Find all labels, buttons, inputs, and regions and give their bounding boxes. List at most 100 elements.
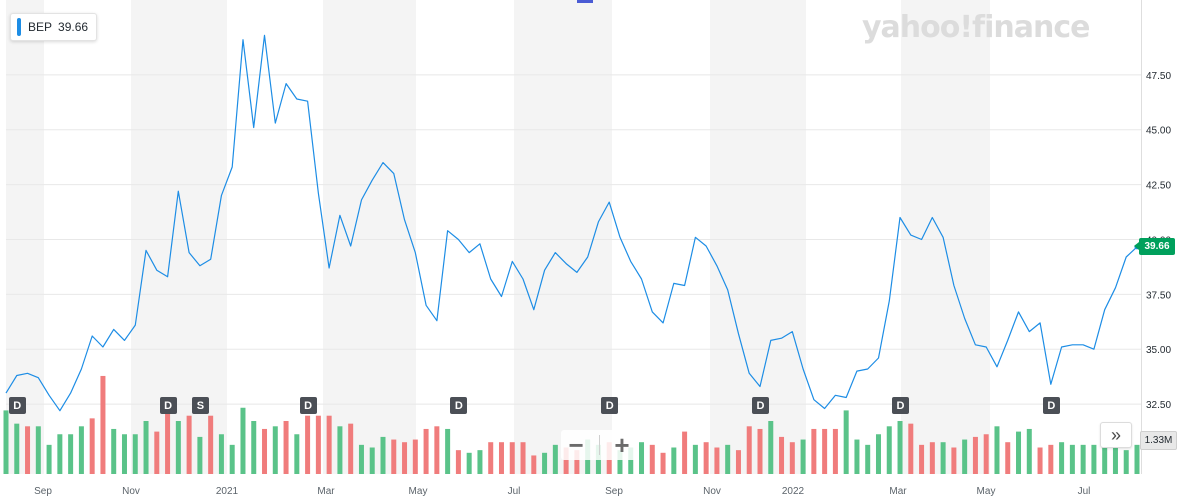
volume-bar <box>305 415 311 474</box>
x-tick-label: Nov <box>122 486 140 497</box>
volume-bar <box>100 375 106 474</box>
x-tick-label: Nov <box>703 486 721 497</box>
volume-bar <box>875 434 881 474</box>
volume-bar <box>46 444 52 474</box>
volume-bar <box>380 436 386 474</box>
volume-bar <box>121 434 127 474</box>
volume-bar <box>240 407 246 474</box>
x-tick-label: Jul <box>508 486 521 497</box>
volume-bar <box>348 423 354 474</box>
volume-bar <box>455 450 461 474</box>
dividend-marker[interactable]: D <box>752 397 769 414</box>
volume-bar <box>800 439 806 474</box>
volume-bar <box>1005 442 1011 474</box>
month-bands <box>6 0 1142 474</box>
volume-bar <box>283 421 289 474</box>
dividend-marker[interactable]: D <box>159 397 177 414</box>
volume-bar <box>714 447 720 474</box>
volume-bar <box>154 431 160 474</box>
volume-bar <box>779 436 785 474</box>
volume-bar <box>660 452 666 474</box>
x-tick-label: May <box>409 486 428 497</box>
volume-bar <box>25 426 31 474</box>
volume-bar <box>746 426 752 474</box>
volume-bar <box>639 442 645 474</box>
volume-bar <box>423 428 429 474</box>
volume-bar <box>1080 444 1086 474</box>
volume-bar <box>358 444 364 474</box>
volume-bars <box>3 375 1140 474</box>
volume-bar <box>552 444 558 474</box>
dividend-marker[interactable]: D <box>8 397 26 414</box>
volume-bar <box>563 447 569 474</box>
zoom-control: − + <box>561 430 637 460</box>
volume-bar <box>111 428 117 474</box>
volume-bar <box>78 426 84 474</box>
dividend-marker[interactable]: D <box>450 397 468 414</box>
volume-bar <box>628 447 634 474</box>
dividend-marker[interactable]: D <box>601 397 619 414</box>
x-tick-label: Sep <box>34 486 52 497</box>
legend[interactable]: BEP 39.66 <box>10 13 98 41</box>
volume-bar <box>1102 447 1108 474</box>
volume-bar <box>1037 447 1043 474</box>
volume-bar <box>919 444 925 474</box>
volume-bar <box>466 452 472 474</box>
volume-bar <box>326 415 332 474</box>
volume-bar <box>89 418 95 474</box>
price-line <box>5 34 1138 412</box>
volume-bar <box>251 421 257 474</box>
volume-bar <box>1112 447 1118 474</box>
last-price-badge: 39.66 <box>1134 237 1175 255</box>
x-tick-label: Jul <box>1078 486 1091 497</box>
volume-bar <box>68 434 74 474</box>
dividend-marker[interactable]: D <box>1042 397 1060 414</box>
volume-bar <box>725 444 731 474</box>
split-marker[interactable]: S <box>191 397 209 414</box>
dividend-marker[interactable]: D <box>892 397 910 414</box>
volume-bar <box>1091 444 1097 474</box>
volume-bar <box>1059 442 1065 474</box>
y-tick-label: 35.00 <box>1146 345 1171 356</box>
volume-bar <box>832 428 838 474</box>
month-band <box>131 0 227 474</box>
volume-bar <box>35 426 41 474</box>
volume-bar <box>822 428 828 474</box>
volume-bar <box>143 421 149 474</box>
month-band <box>514 0 612 474</box>
volume-bar <box>132 434 138 474</box>
volume-bar <box>1026 428 1032 474</box>
volume-bar <box>983 434 989 474</box>
zoom-separator <box>598 435 600 455</box>
zoom-out-button[interactable]: − <box>568 430 584 460</box>
volume-bar <box>854 439 860 474</box>
volume-bar <box>789 442 795 474</box>
month-band <box>6 0 44 474</box>
volume-bar <box>542 452 548 474</box>
volume-bar <box>682 431 688 474</box>
zoom-in-button[interactable]: + <box>614 430 630 460</box>
volume-bar <box>272 426 278 474</box>
volume-bar <box>811 428 817 474</box>
volume-bar <box>897 421 903 474</box>
volume-bar <box>14 423 20 474</box>
volume-bar <box>165 410 171 474</box>
volume-bar <box>929 442 935 474</box>
legend-swatch <box>17 18 21 36</box>
yahoo-finance-logo: yahoo!finance <box>862 10 1090 45</box>
x-tick-label: Mar <box>889 486 907 497</box>
volume-bar <box>434 426 440 474</box>
volume-bar <box>574 450 580 474</box>
volume-bar <box>402 442 408 474</box>
y-tick-label: 37.50 <box>1146 290 1171 301</box>
volume-bar <box>940 442 946 474</box>
dividend-marker[interactable]: D <box>299 397 317 414</box>
volume-bar <box>951 447 957 474</box>
volume-bar <box>671 447 677 474</box>
scroll-right-button[interactable]: » <box>1100 422 1132 448</box>
range-indicator <box>577 0 593 3</box>
price-gridlines <box>6 74 1141 405</box>
volume-bar <box>175 421 181 474</box>
